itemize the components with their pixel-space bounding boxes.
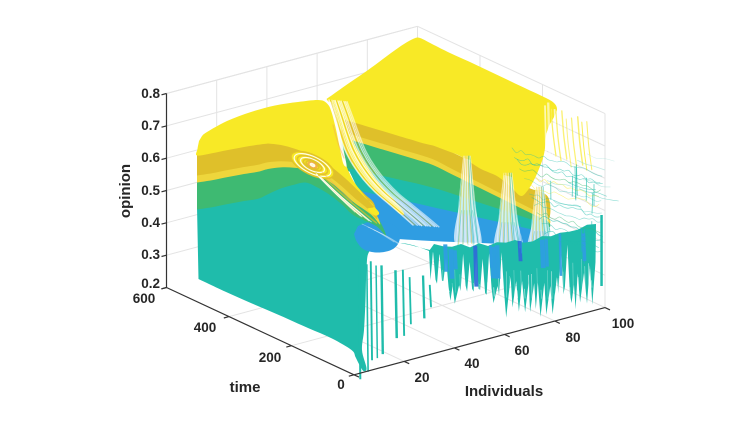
svg-text:0.7: 0.7 (141, 118, 160, 133)
svg-text:200: 200 (259, 350, 282, 365)
svg-text:0: 0 (337, 377, 345, 392)
svg-text:0.4: 0.4 (141, 215, 160, 230)
svg-text:time: time (230, 379, 261, 396)
svg-text:0.6: 0.6 (141, 150, 160, 165)
svg-text:0.3: 0.3 (141, 247, 160, 262)
svg-text:60: 60 (514, 343, 529, 358)
svg-text:100: 100 (612, 316, 635, 331)
svg-text:opinion: opinion (117, 164, 134, 218)
svg-text:80: 80 (565, 330, 580, 345)
svg-text:Individuals: Individuals (465, 383, 543, 400)
svg-text:600: 600 (133, 291, 156, 306)
svg-text:40: 40 (464, 356, 479, 371)
svg-text:0.2: 0.2 (141, 276, 160, 291)
svg-text:20: 20 (414, 370, 429, 385)
svg-text:0.5: 0.5 (141, 183, 160, 198)
svg-text:400: 400 (194, 320, 217, 335)
svg-text:0.8: 0.8 (141, 86, 160, 101)
